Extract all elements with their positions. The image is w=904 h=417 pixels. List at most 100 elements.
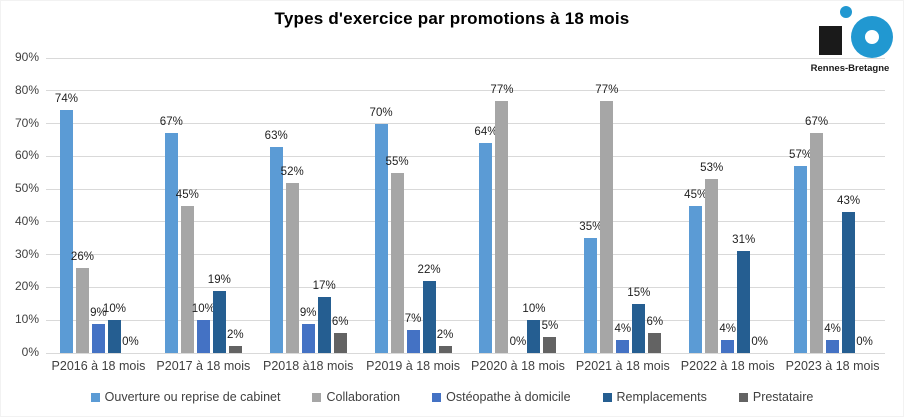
legend-swatch-icon xyxy=(90,392,100,402)
legend-swatch-icon xyxy=(738,392,748,402)
legend-item-ouverture-ou-reprise-de-cabinet: Ouverture ou reprise de cabinet xyxy=(90,390,281,404)
logo: Rennes-Bretagne xyxy=(803,3,897,77)
bar-value-label: 31% xyxy=(732,234,756,247)
legend-item-ost-opathe-domicile: Ostéopathe à domicile xyxy=(432,390,571,404)
bar-remplacements xyxy=(107,320,121,353)
bar-remplacements xyxy=(317,297,331,353)
bar-collaboration xyxy=(495,100,509,353)
y-tick-label: 20% xyxy=(14,279,39,294)
gridline xyxy=(46,188,885,190)
legend-label: Prestataire xyxy=(752,390,814,404)
bar-prestataire xyxy=(228,346,242,353)
bar-collaboration xyxy=(180,205,194,353)
bar-ouverture-ou-reprise-de-cabinet xyxy=(164,133,178,353)
bar-value-label: 45% xyxy=(684,188,708,201)
bar-remplacements xyxy=(737,251,751,353)
bar-value-label: 10% xyxy=(102,303,126,316)
gridline xyxy=(46,352,885,354)
bar-value-label: 0% xyxy=(856,336,873,348)
bar-ost-opathe-domicile xyxy=(826,339,840,353)
x-tick-label: P2019 à 18 mois xyxy=(366,359,460,373)
y-tick-label: 80% xyxy=(14,82,39,97)
logo-blue-dot-icon xyxy=(840,6,852,18)
bar-remplacements xyxy=(842,212,856,353)
bar-ost-opathe-domicile xyxy=(301,323,315,353)
bar-ouverture-ou-reprise-de-cabinet xyxy=(689,205,703,353)
bar-collaboration xyxy=(285,182,299,353)
bar-value-label: 2% xyxy=(436,329,454,342)
gridline xyxy=(46,319,885,321)
bar-value-label: 52% xyxy=(280,165,304,178)
y-tick-label: 60% xyxy=(14,148,39,163)
bar-remplacements xyxy=(527,320,541,353)
y-tick-label: 30% xyxy=(14,246,39,261)
bar-value-label: 0% xyxy=(751,336,768,348)
bar-value-label: 6% xyxy=(646,316,664,329)
bar-value-label: 9% xyxy=(90,306,107,319)
bar-ouverture-ou-reprise-de-cabinet xyxy=(479,143,493,353)
bar-value-label: 0% xyxy=(509,336,527,348)
bar-value-label: 4% xyxy=(824,322,841,335)
legend-swatch-icon xyxy=(312,392,322,402)
y-tick-label: 0% xyxy=(21,345,39,359)
chart-title: Types d'exercice par promotions à 18 moi… xyxy=(274,9,630,28)
bar-value-label: 5% xyxy=(541,319,559,332)
bar-value-label: 43% xyxy=(837,195,861,208)
bar-ouverture-ou-reprise-de-cabinet xyxy=(584,238,598,353)
gridline xyxy=(46,254,885,256)
bar-value-label: 63% xyxy=(264,129,288,142)
y-tick-label: 40% xyxy=(14,213,39,228)
bar-value-label: 53% xyxy=(700,162,724,175)
bar-value-label: 35% xyxy=(579,221,603,234)
y-tick-label: 50% xyxy=(14,181,39,196)
bar-value-label: 22% xyxy=(417,263,441,276)
bar-value-label: 17% xyxy=(312,280,336,293)
bar-value-label: 74% xyxy=(54,93,78,106)
legend-label: Ouverture ou reprise de cabinet xyxy=(104,390,281,404)
y-tick-label: 70% xyxy=(14,115,39,130)
bar-value-label: 6% xyxy=(331,316,349,329)
gridline xyxy=(46,57,885,59)
bar-ouverture-ou-reprise-de-cabinet xyxy=(59,110,73,353)
gridline xyxy=(46,221,885,223)
bar-value-label: 10% xyxy=(191,303,215,316)
bar-value-label: 55% xyxy=(385,155,409,168)
bar-value-label: 15% xyxy=(627,286,651,299)
bar-ost-opathe-domicile xyxy=(196,320,210,353)
bar-ost-opathe-domicile xyxy=(406,330,420,353)
bar-value-label: 70% xyxy=(369,106,393,119)
bar-value-label: 7% xyxy=(404,313,422,326)
legend-label: Ostéopathe à domicile xyxy=(446,390,571,404)
legend-item-collaboration: Collaboration xyxy=(312,390,400,404)
legend-swatch-icon xyxy=(432,392,442,402)
x-tick-label: P2016 à 18 mois xyxy=(51,359,146,373)
bar-value-label: 4% xyxy=(614,322,632,335)
bar-value-label: 64% xyxy=(474,126,498,139)
bar-value-label: 57% xyxy=(789,149,813,162)
bar-remplacements xyxy=(632,303,646,353)
x-tick-label: P2023 à 18 mois xyxy=(785,359,880,373)
bar-value-label: 26% xyxy=(70,250,94,263)
gridline xyxy=(46,286,885,288)
x-tick-label: P2022 à 18 mois xyxy=(680,359,775,373)
gridline xyxy=(46,123,885,125)
logo-text: Rennes-Bretagne xyxy=(810,63,890,74)
legend-item-prestataire: Prestataire xyxy=(738,390,814,404)
bar-remplacements xyxy=(422,280,436,353)
legend-label: Collaboration xyxy=(326,390,401,404)
gridline xyxy=(46,90,885,92)
bar-value-label: 9% xyxy=(299,306,317,319)
logo-blue-ring-icon xyxy=(851,16,893,58)
bar-value-label: 19% xyxy=(207,273,231,286)
bar-prestataire xyxy=(438,346,452,353)
legend-item-remplacements: Remplacements xyxy=(602,390,707,404)
bar-prestataire xyxy=(333,333,347,353)
bar-remplacements xyxy=(212,290,226,353)
legend-swatch-icon xyxy=(602,392,612,402)
bar-ost-opathe-domicile xyxy=(616,339,630,353)
bar-prestataire xyxy=(648,333,662,353)
bar-ouverture-ou-reprise-de-cabinet xyxy=(794,166,808,353)
logo-black-square-icon xyxy=(819,26,842,55)
y-tick-label: 90% xyxy=(14,50,39,64)
